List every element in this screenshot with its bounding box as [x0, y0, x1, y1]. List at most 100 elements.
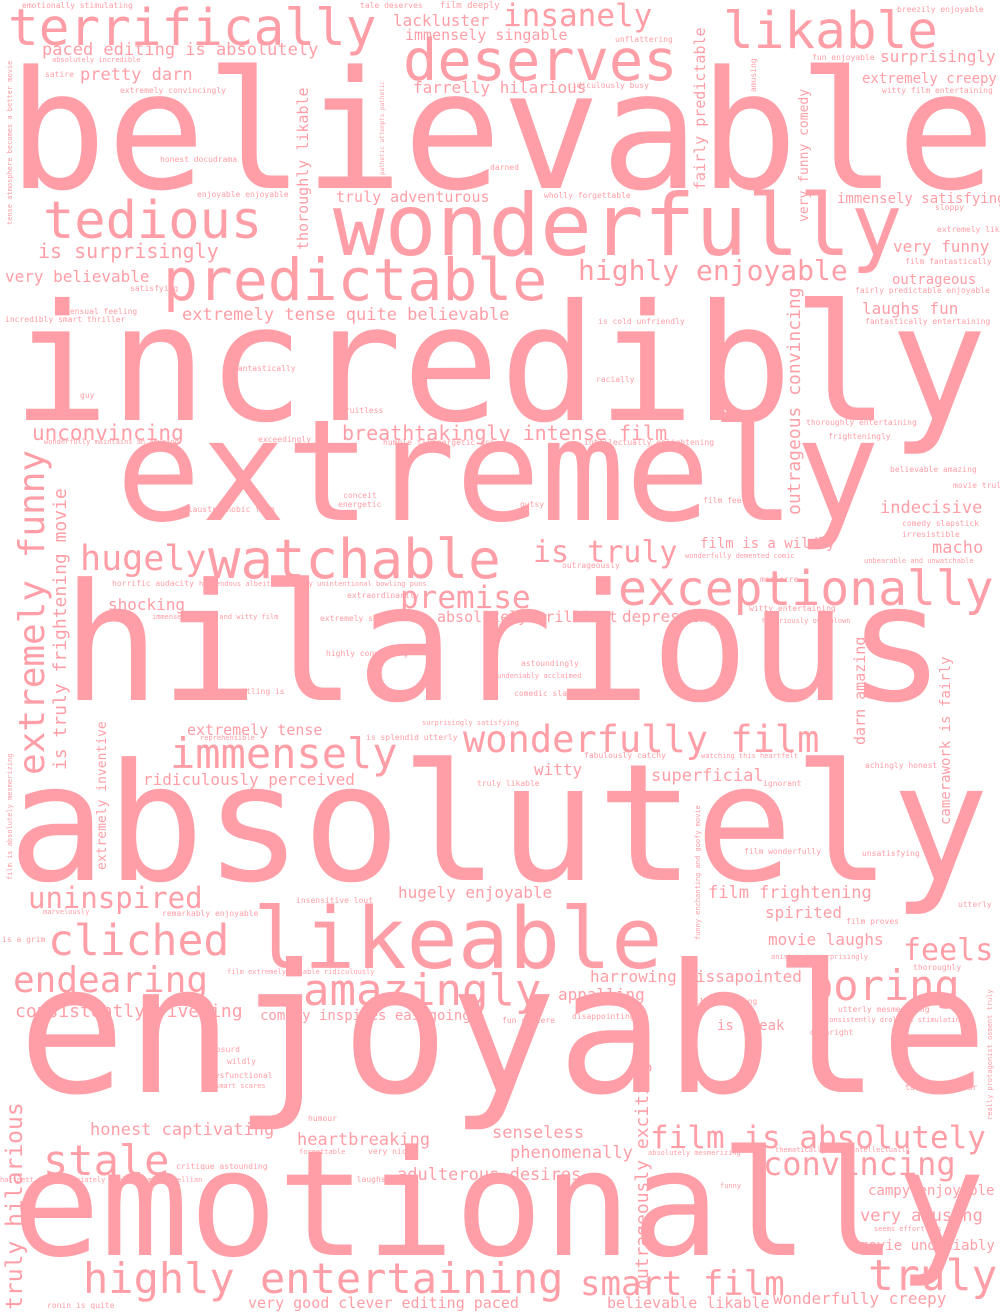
- word: extremely tense quite believable: [182, 305, 510, 325]
- word: breathtakingly intense film: [342, 421, 667, 445]
- word: emotionally: [12, 1119, 986, 1290]
- word: forgettable: [299, 1148, 345, 1156]
- word: lackluster: [393, 11, 490, 30]
- word: conceit: [343, 491, 377, 500]
- word: wholly forgettable: [544, 191, 631, 200]
- word: truly hilarious: [2, 1102, 28, 1310]
- word: exceptionally: [618, 561, 994, 617]
- word: depressing: [622, 607, 718, 626]
- word: comedy slapstick: [902, 519, 979, 528]
- word: achingly honest: [865, 761, 937, 770]
- word: fantastically: [233, 364, 296, 373]
- word: extremely funny: [12, 450, 53, 775]
- word: superficial: [651, 766, 764, 786]
- word: talented auteur: [905, 1083, 977, 1092]
- word: tense atmosphere becomes a better movie: [6, 61, 14, 225]
- word: mediocre: [760, 575, 799, 584]
- word: deserves: [403, 28, 678, 94]
- word: surprisingly satisfying: [422, 719, 519, 727]
- word: senseless: [492, 1123, 584, 1143]
- word: adulterous desires: [397, 1165, 581, 1185]
- word: believable: [8, 36, 995, 227]
- word: thematically rich intellectually: [775, 1146, 910, 1154]
- word: utterly: [958, 900, 992, 909]
- word: frighteningly: [828, 432, 891, 441]
- word: convincing: [763, 1145, 956, 1183]
- word: thoroughly entertaining: [806, 418, 917, 427]
- word: thoroughly: [913, 963, 961, 972]
- word: extremely convincingly: [120, 86, 226, 95]
- word: immensely: [170, 729, 398, 778]
- word: consistently droll is stimulating: [825, 1016, 964, 1024]
- word: indecisive: [880, 498, 982, 518]
- word: disappointing: [572, 1012, 635, 1021]
- word: breezily enjoyable: [897, 5, 984, 14]
- word: remarkably enjoyable: [162, 909, 259, 918]
- word: thoroughly likable: [294, 87, 312, 250]
- word: fun sincere: [502, 1016, 555, 1025]
- word: wonderfully: [333, 176, 903, 276]
- word: comedic slapstick: [514, 689, 596, 698]
- word: utterly mesmerising: [838, 1005, 930, 1014]
- word: fruitless: [340, 406, 384, 415]
- word: truly adventurous: [336, 188, 490, 206]
- word: plenty laughs: [323, 1175, 386, 1184]
- word: fairly predictable: [691, 27, 709, 190]
- word: is a grim: [2, 935, 46, 944]
- word: film is absolutely: [650, 1120, 986, 1156]
- word: highly entertaining: [83, 1254, 563, 1303]
- word: unsatisfying: [862, 849, 920, 858]
- word: enjoyable: [18, 927, 988, 1135]
- word: very amusing: [860, 1206, 983, 1226]
- word: believable likable: [607, 1294, 770, 1312]
- word: marvelously: [43, 908, 89, 916]
- word: comedy inspires easygoing: [260, 1008, 471, 1024]
- word: energetic: [338, 500, 382, 509]
- word: extremely tense: [187, 721, 322, 739]
- word: immensely singable: [405, 26, 568, 44]
- word: energetic sci: [432, 438, 495, 447]
- word: pathetic attempts pathetic: [379, 81, 386, 175]
- word: absolutely brilliant: [437, 608, 618, 626]
- word: honest docudrama: [160, 155, 237, 164]
- word: extremely inventive: [95, 721, 110, 870]
- word: guy: [80, 391, 95, 400]
- word: absolutely: [8, 730, 989, 919]
- word: darned: [490, 163, 519, 172]
- word: film is a wildly: [700, 536, 835, 552]
- word: amazingly: [303, 965, 541, 1016]
- word: satisfying: [130, 284, 178, 293]
- word: sensual feeling: [65, 307, 137, 316]
- word: absolutely mesmerizing: [648, 1149, 741, 1157]
- word: insensitive lout: [296, 896, 373, 905]
- word: darn amazing: [851, 637, 869, 745]
- word: truly: [868, 1251, 997, 1301]
- word: irresistible: [902, 530, 960, 539]
- word: uninspired: [28, 881, 203, 915]
- word: wonderfully demented comic: [685, 552, 795, 560]
- word: insanely: [503, 0, 652, 34]
- word: immensely funny and witty film: [152, 613, 278, 621]
- word: appalling: [558, 985, 645, 1004]
- word: stale: [43, 1136, 169, 1185]
- word: hilariously overblown: [762, 617, 851, 625]
- word: laughs fun: [862, 299, 958, 318]
- word: smart film: [580, 1264, 785, 1304]
- word: dull unengaging: [685, 997, 757, 1006]
- word: witty film entertaining: [882, 86, 993, 95]
- word: boring: [808, 961, 960, 1010]
- word: surprisingly: [880, 47, 996, 66]
- word: extremely likable: [937, 225, 1000, 234]
- word: phenomenally: [510, 1143, 633, 1163]
- word: likable: [723, 2, 938, 61]
- word: unbearable and unwatchable: [864, 557, 974, 565]
- word: premise: [400, 580, 531, 616]
- word: film proves: [846, 917, 899, 926]
- word: endearing: [13, 960, 208, 1001]
- word: gutsy: [520, 500, 544, 509]
- word: outrageously exciting: [632, 1062, 653, 1290]
- word: ridiculously busy: [567, 81, 649, 90]
- word: sloppy: [935, 203, 964, 212]
- word: incredibly smart thriller: [5, 315, 126, 324]
- word: horrendous albeit seemingly unintentiona…: [199, 580, 427, 588]
